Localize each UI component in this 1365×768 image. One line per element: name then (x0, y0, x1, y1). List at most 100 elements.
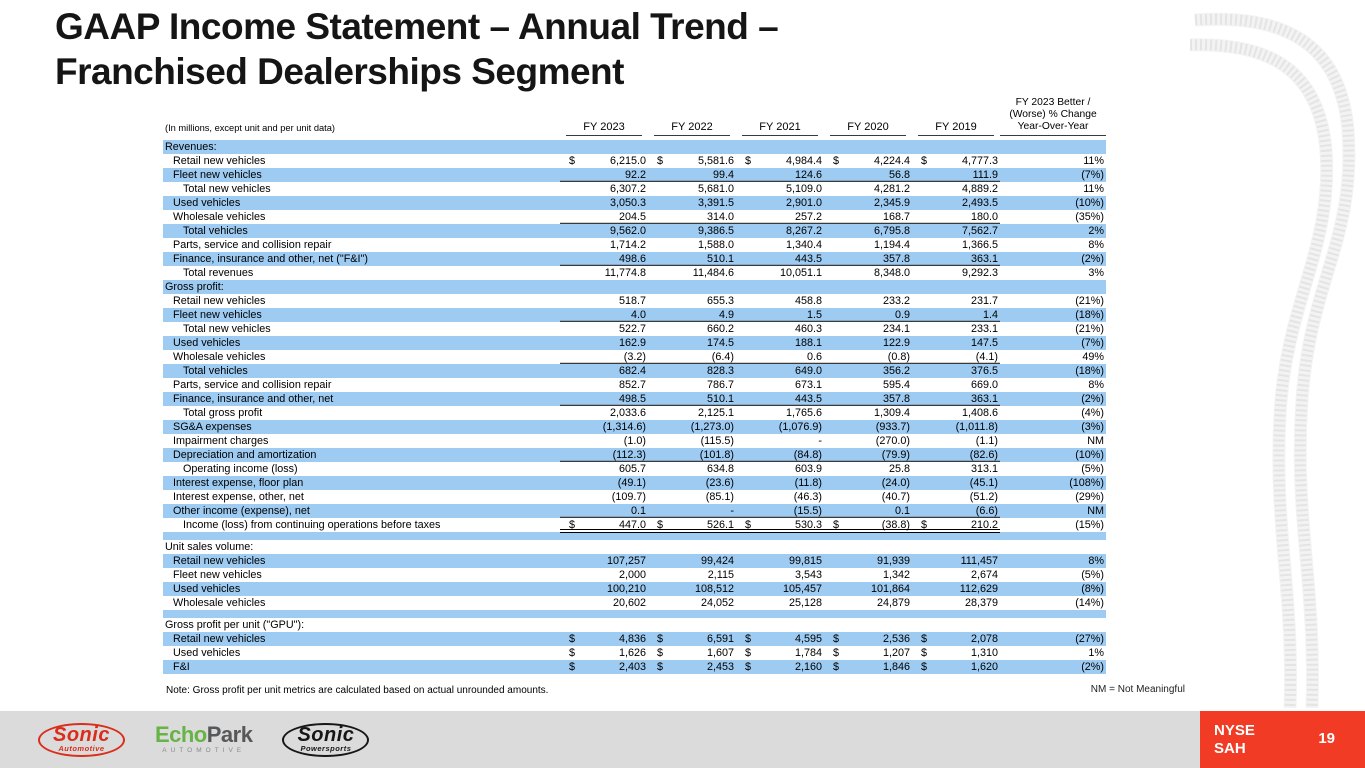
value-cell: 1,342 (824, 568, 912, 582)
row-values: 3,050.3 3,391.5 2,901.0 2,345.9 2,493.5 (560, 196, 1000, 210)
pct-cell: 2% (1088, 225, 1104, 237)
pct-cell: NM (1087, 435, 1104, 447)
value-cell: (15.5) (736, 504, 824, 518)
value-text: 669.0 (970, 379, 998, 391)
dollar-sign: $ (833, 633, 840, 645)
value-cell: 6,307.2 (560, 182, 648, 196)
value-cell: 0.1 (560, 504, 648, 518)
value-text: 2,345.9 (873, 197, 910, 209)
value-cell: (82.6) (912, 448, 1000, 462)
value-cell: $6,591 (648, 632, 736, 646)
value-cell: 1,714.2 (560, 238, 648, 252)
value-cell: 376.5 (912, 364, 1000, 378)
value-text: 5,581.6 (697, 155, 734, 167)
value-text: (15.5) (793, 505, 822, 517)
value-text: 1,340.4 (785, 239, 822, 251)
column-header-fy2022: FY 2022 (654, 121, 730, 136)
value-text: 4,224.4 (873, 155, 910, 167)
value-cell: 25,128 (736, 596, 824, 610)
pct-cell: (21%) (1075, 295, 1104, 307)
dollar-sign: $ (745, 647, 752, 659)
row-label: Total new vehicles (183, 183, 271, 195)
table-row: Total new vehicles 6,307.2 5,681.0 5,109.0 4… (163, 182, 1106, 196)
value-text: (1.0) (623, 435, 646, 447)
value-cell: 510.1 (648, 392, 736, 406)
value-text: (23.6) (705, 477, 734, 489)
row-label: Used vehicles (173, 337, 241, 349)
value-cell: 363.1 (912, 252, 1000, 266)
value-cell: 363.1 (912, 392, 1000, 406)
row-label: Finance, insurance and other, net (173, 393, 334, 405)
row-values: 1,714.2 1,588.0 1,340.4 1,194.4 1,366.5 (560, 238, 1000, 252)
value-text: 518.7 (618, 295, 646, 307)
row-label: Used vehicles (173, 647, 241, 659)
value-cell: (45.1) (912, 476, 1000, 490)
value-cell: 443.5 (736, 252, 824, 266)
value-text: (0.8) (887, 351, 910, 363)
value-text: (1,011.8) (955, 421, 998, 433)
value-cell: 1,588.0 (648, 238, 736, 252)
value-text: 1,765.6 (785, 407, 822, 419)
value-text: 498.5 (618, 393, 646, 405)
value-text: 25,128 (788, 597, 822, 609)
pct-cell: (5%) (1081, 569, 1104, 581)
value-text: (3.2) (623, 351, 646, 363)
row-values: $1,626 $1,607 $1,784 $1,207 $1,310 (560, 646, 1000, 660)
pct-cell: (14%) (1075, 597, 1104, 609)
value-cell: 24,879 (824, 596, 912, 610)
ticker-block: NYSE SAH 19 (1200, 711, 1365, 768)
value-cell: (115.5) (648, 434, 736, 448)
table-row: Parts, service and collision repair 852.7… (163, 378, 1106, 392)
value-cell: (270.0) (824, 434, 912, 448)
table-header: (In millions, except unit and per unit d… (163, 88, 1106, 136)
value-cell: 443.5 (736, 392, 824, 406)
value-cell: 522.7 (560, 322, 648, 336)
value-cell: 314.0 (648, 210, 736, 224)
value-cell: 4,889.2 (912, 182, 1000, 196)
value-text: 111,457 (960, 555, 998, 567)
value-text: 1,784 (794, 647, 822, 659)
value-text: 1,366.5 (961, 239, 998, 251)
value-cell: 188.1 (736, 336, 824, 350)
value-text: 233.2 (882, 295, 910, 307)
value-cell: $4,984.4 (736, 154, 824, 168)
dollar-sign: $ (833, 155, 840, 167)
value-cell: (3.2) (560, 350, 648, 364)
value-text: 363.1 (970, 253, 998, 265)
value-cell: 20,602 (560, 596, 648, 610)
value-cell: (1,314.6) (560, 420, 648, 434)
table-section-row: Revenues: (163, 140, 1106, 154)
table-row: Used vehicles 162.9 174.5 188.1 122.9 147.5 (7… (163, 336, 1106, 350)
value-text: 6,307.2 (609, 183, 646, 195)
row-values: $4,836 $6,591 $4,595 $2,536 $2,078 (560, 632, 1000, 646)
row-label: Other income (expense), net (173, 505, 310, 517)
value-cell: (933.7) (824, 420, 912, 434)
table-spacer-row (163, 610, 1106, 618)
value-cell: 498.6 (560, 252, 648, 266)
change-header-line3: Year-Over-Year (1017, 121, 1089, 132)
value-text: (1.1) (975, 435, 998, 447)
value-text: 2,493.5 (961, 197, 998, 209)
value-cell: 0.9 (824, 308, 912, 322)
table-row: SG&A expenses (1,314.6) (1,273.0) (1,076.9)… (163, 420, 1106, 434)
pct-cell: 11% (1083, 183, 1104, 195)
value-text: 1.5 (806, 309, 822, 321)
row-label: Used vehicles (173, 197, 241, 209)
pct-cell: (27%) (1075, 633, 1104, 645)
table-row: Impairment charges (1.0) (115.5) - (270.0) (1… (163, 434, 1106, 448)
value-cell: 682.4 (560, 364, 648, 378)
row-label: Wholesale vehicles (173, 351, 266, 363)
value-text: 3,543 (794, 569, 822, 581)
value-cell: $526.1 (648, 518, 736, 532)
dollar-sign: $ (921, 155, 928, 167)
row-label: Gross profit per unit ("GPU"): (165, 619, 305, 631)
value-text: 595.4 (882, 379, 910, 391)
value-cell: 6,795.8 (824, 224, 912, 238)
value-cell: 112,629 (912, 582, 1000, 596)
value-cell: $1,784 (736, 646, 824, 660)
row-label: Wholesale vehicles (173, 597, 266, 609)
value-text: 162.9 (618, 337, 646, 349)
row-values: 498.6 510.1 443.5 357.8 363.1 (560, 252, 1000, 266)
value-cell: 786.7 (648, 378, 736, 392)
table-row: Total revenues 11,774.8 11,484.6 10,051.1 8,… (163, 266, 1106, 280)
